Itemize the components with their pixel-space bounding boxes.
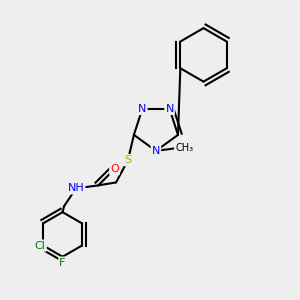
Text: NH: NH [68, 183, 84, 194]
Text: O: O [110, 164, 119, 174]
Text: N: N [165, 104, 174, 114]
Text: N: N [138, 104, 146, 114]
Text: S: S [124, 155, 131, 165]
Text: CH₃: CH₃ [175, 143, 193, 153]
Text: Cl: Cl [35, 241, 46, 250]
Text: N: N [152, 146, 160, 156]
Text: F: F [59, 258, 66, 268]
